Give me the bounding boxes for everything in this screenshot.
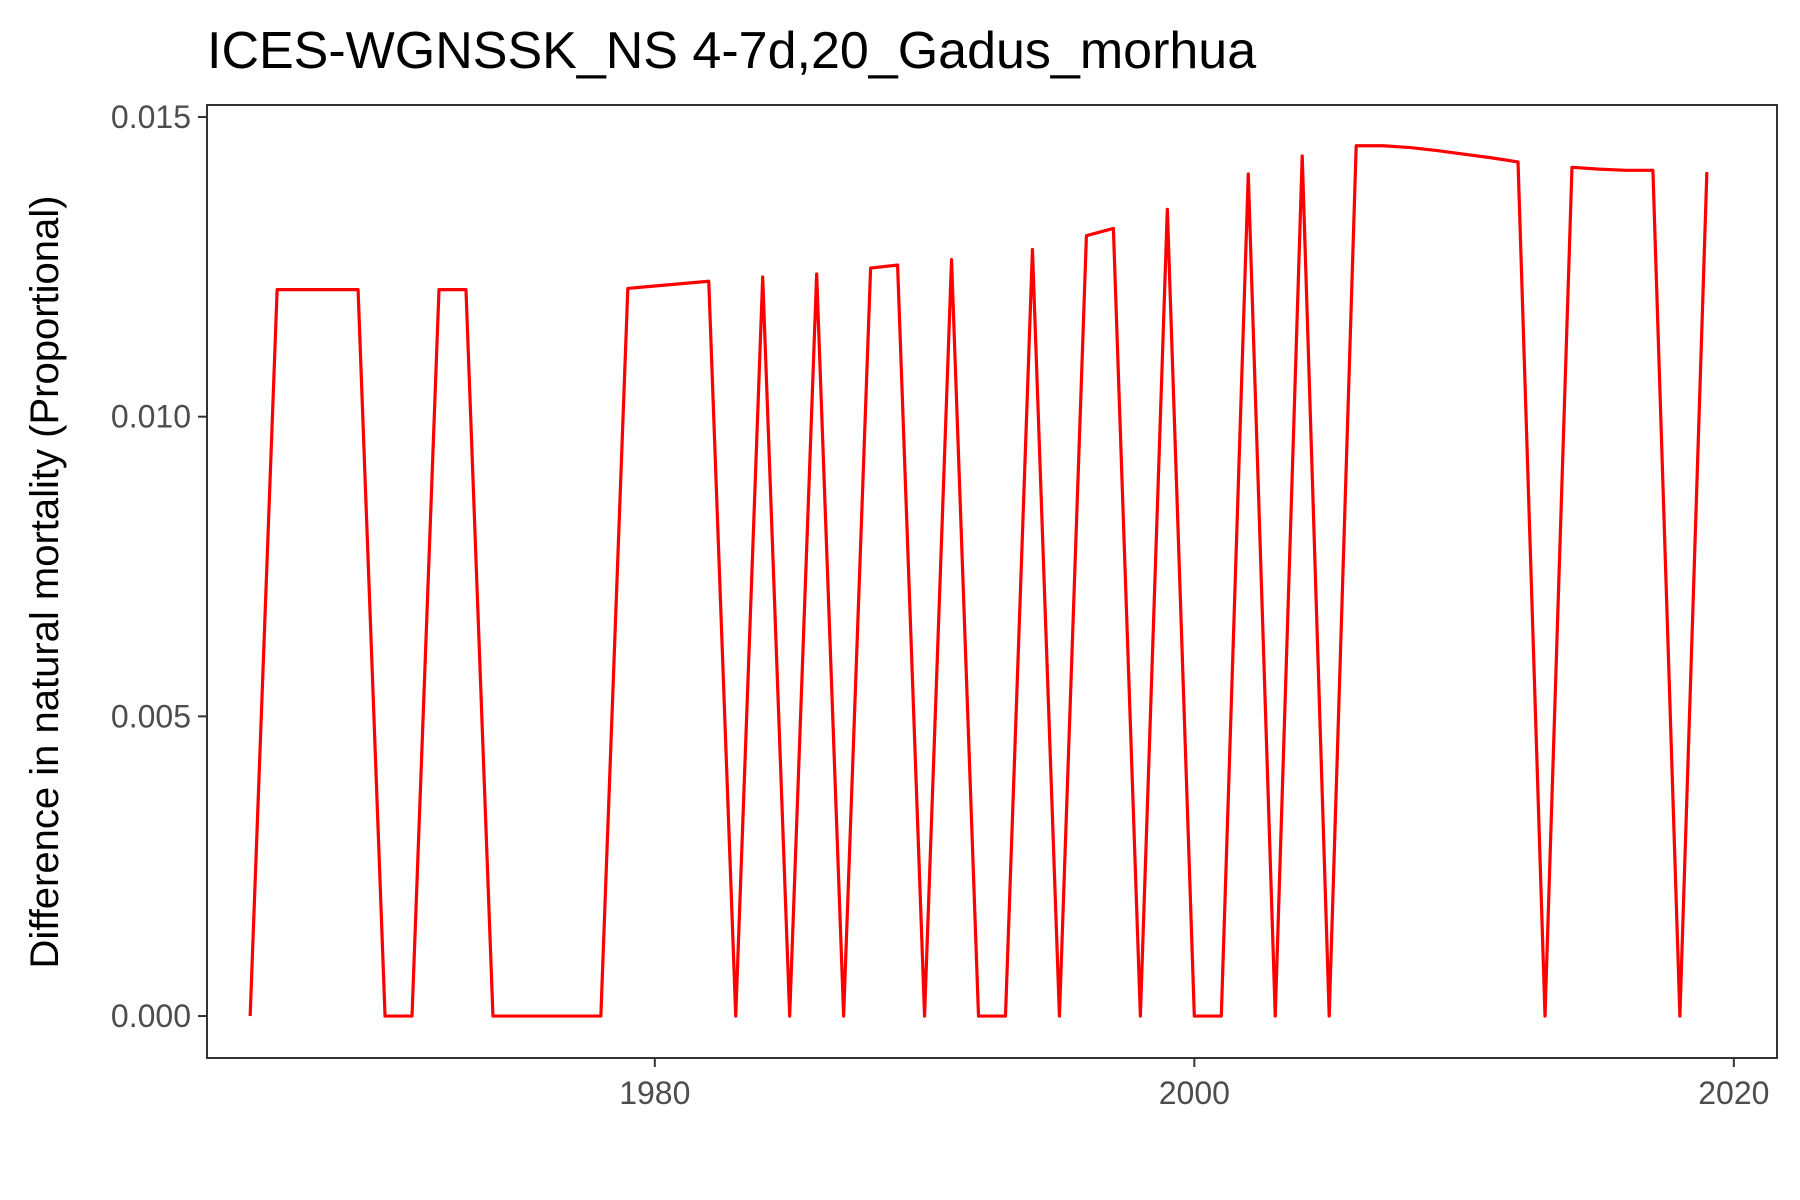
series-layer [248,144,1709,1018]
y-tick-label: 0.010 [111,399,191,435]
y-tick-label: 0.000 [111,998,191,1034]
y-axis-label: Difference in natural mortality (Proport… [23,196,67,969]
plot-panel [206,104,1778,1059]
y-axis: 0.000 0.005 0.010 0.015 [111,99,207,1034]
x-tick-label: 2020 [1698,1075,1769,1111]
x-axis: 1980 2000 2020 [619,1058,1769,1111]
x-tick-label: 1980 [619,1075,690,1111]
y-tick-label: 0.015 [111,99,191,135]
y-tick-label: 0.005 [111,698,191,734]
chart-title: ICES-WGNSSK_NS 4-7d,20_Gadus_morhua [207,22,1256,80]
series-line [248,144,1709,1018]
x-tick-label: 2000 [1159,1075,1230,1111]
